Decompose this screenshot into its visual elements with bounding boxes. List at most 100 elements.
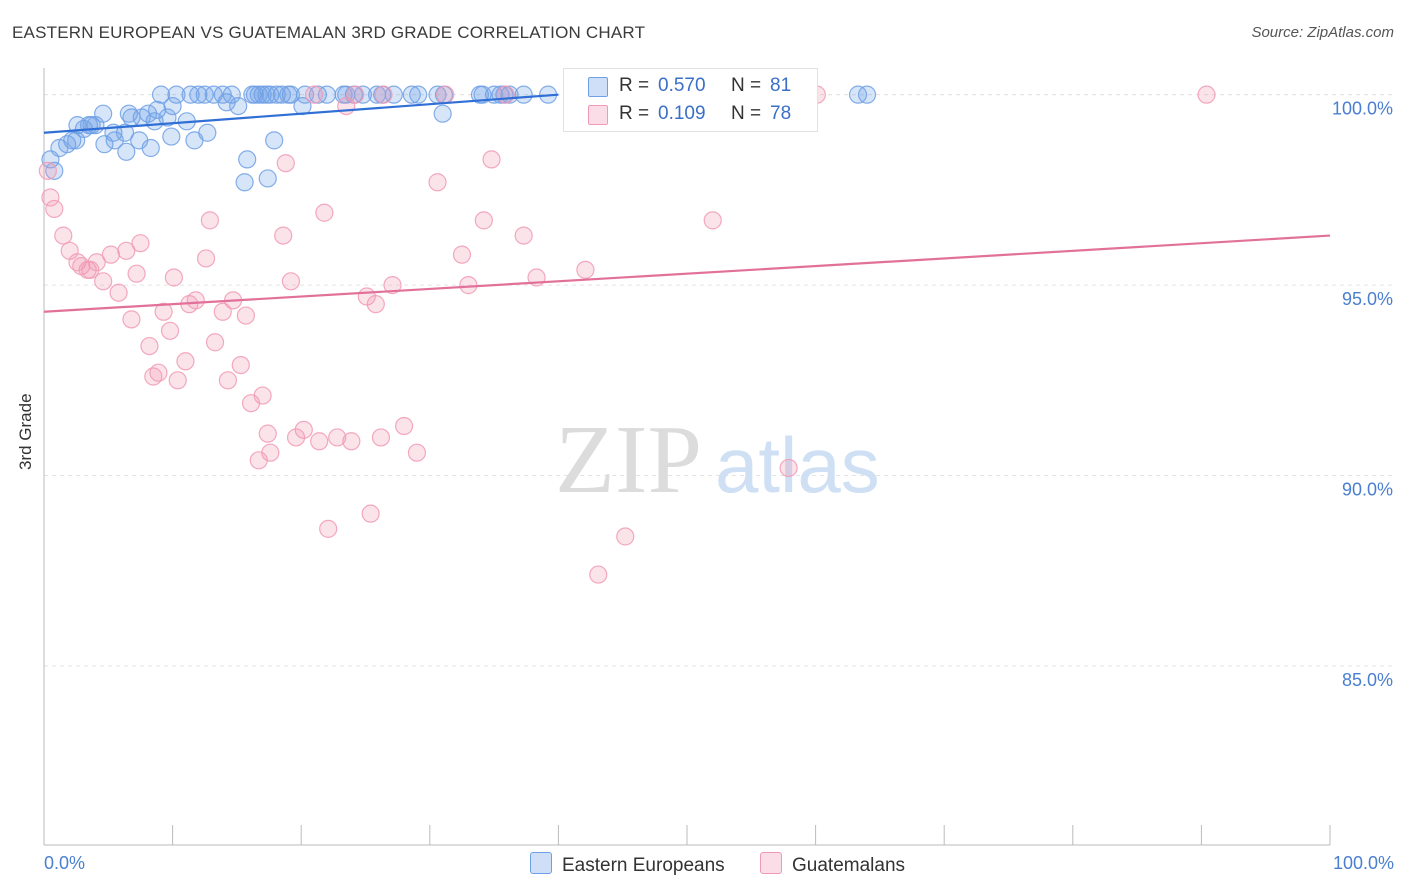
eastern-european-point (163, 96, 182, 116)
guatemalan-point (315, 203, 334, 222)
guatemalan-point (231, 355, 250, 375)
series-label: Eastern Europeans (562, 855, 725, 876)
guatemalan-point (374, 85, 393, 104)
legend-swatch-blue (588, 77, 608, 97)
series-swatch-blue (530, 852, 552, 874)
chart-title: EASTERN EUROPEAN VS GUATEMALAN 3RD GRADE… (12, 23, 646, 42)
watermark-zip: ZIP (555, 406, 702, 514)
guatemalan-point (41, 188, 60, 207)
y-tick-label: 90.0% (1342, 480, 1393, 500)
guatemalan-point (140, 336, 159, 356)
eastern-european-point (281, 85, 301, 104)
guatemalan-point (319, 519, 338, 538)
guatemalan-point (383, 276, 402, 295)
legend-n-label: N = (731, 75, 762, 96)
guatemalan-point (366, 295, 385, 314)
eastern-european-point (384, 85, 403, 104)
guatemalan-point (294, 420, 313, 439)
eastern-european-point (402, 85, 421, 104)
guatemalan-point (576, 260, 595, 279)
eastern-european-point (45, 161, 64, 180)
guatemalan-point (164, 268, 183, 287)
guatemalan-point (122, 310, 141, 329)
y-axis-label: 3rd Grade (16, 393, 35, 470)
guatemalan-point (127, 264, 146, 283)
eastern-european-point (181, 85, 200, 104)
guatemalan-point (436, 85, 455, 104)
y-tick-label: 85.0% (1342, 670, 1393, 690)
guatemalan-point (428, 173, 447, 192)
trend-lines (43, 93, 1331, 313)
legend-row-guatemalans: R = 0.109 N = 78 (564, 100, 817, 128)
guatemalan-point (281, 272, 301, 291)
trend-line-eastern-europeans (43, 93, 559, 134)
guatemalan-point (304, 85, 324, 104)
guatemalan-point (274, 226, 293, 245)
guatemalan-point (81, 260, 100, 279)
eastern-european-point (148, 100, 167, 119)
y-tick-label: 95.0% (1342, 289, 1393, 309)
legend-r-label: R = (619, 75, 650, 96)
guatemalan-point (394, 416, 414, 436)
guatemalan-point (261, 443, 280, 462)
guatemalan-point (45, 199, 64, 219)
eastern-european-point (433, 104, 452, 123)
guatemalan-point (236, 306, 256, 325)
eastern-european-point (353, 85, 373, 104)
eastern-european-point (258, 169, 277, 188)
eastern-european-point (198, 123, 217, 142)
eastern-european-point (265, 131, 284, 150)
eastern-european-point (257, 85, 276, 104)
guatemalan-point (276, 154, 295, 173)
eastern-european-point (253, 85, 272, 104)
guatemalan-point (149, 363, 168, 382)
eastern-european-point (141, 138, 160, 158)
trend-line-guatemalans (43, 234, 1331, 313)
eastern-european-point (857, 85, 877, 104)
guatemalan-point (1197, 85, 1216, 104)
guatemalan-point (186, 291, 205, 310)
guatemalan-point (703, 211, 722, 230)
series-legend-eastern-europeans: Eastern Europeans (530, 852, 725, 877)
guatemalan-point (361, 504, 380, 523)
eastern-european-point (151, 85, 171, 104)
data-points (38, 85, 1216, 584)
eastern-european-point (94, 104, 113, 123)
guatemalan-point (101, 245, 120, 264)
guatemalan-point (117, 241, 136, 260)
x-tick-label: 100.0% (1333, 853, 1394, 873)
eastern-european-point (229, 96, 248, 116)
guatemalan-point (218, 371, 237, 390)
guatemalan-point (474, 211, 493, 230)
watermark: ZIP atlas (555, 406, 880, 514)
eastern-european-point (222, 85, 241, 104)
guatemalan-point (131, 234, 150, 253)
guatemalan-point (94, 272, 113, 291)
eastern-european-point (162, 127, 181, 146)
guatemalan-point (514, 226, 533, 245)
guatemalan-point (87, 253, 106, 272)
eastern-european-point (115, 123, 135, 142)
guatemalan-point (286, 428, 306, 447)
eastern-european-point (238, 150, 257, 169)
tick-labels: 85.0% 90.0% 95.0% 100.0% 0.0% 100.0% (44, 99, 1394, 873)
guatemalan-point (407, 443, 427, 462)
legend-r-label: R = (619, 103, 650, 124)
guatemalan-point (452, 245, 472, 264)
eastern-european-point (409, 85, 428, 104)
legend-n-value: 78 (770, 103, 792, 124)
guatemalan-point (616, 527, 635, 546)
guatemalan-point (482, 150, 501, 169)
guatemalan-point (205, 333, 225, 352)
source-note: Source: ZipAtlas.com (1251, 24, 1394, 41)
eastern-european-point (189, 85, 208, 104)
eastern-european-point (158, 108, 177, 127)
x-tick-label: 0.0% (44, 853, 85, 873)
guatemalan-point (253, 386, 272, 405)
guatemalan-point (328, 428, 347, 447)
watermark-atlas: atlas (715, 421, 880, 509)
guatemalan-point (213, 302, 232, 321)
guatemalan-point (38, 161, 57, 180)
eastern-european-point (514, 85, 533, 104)
